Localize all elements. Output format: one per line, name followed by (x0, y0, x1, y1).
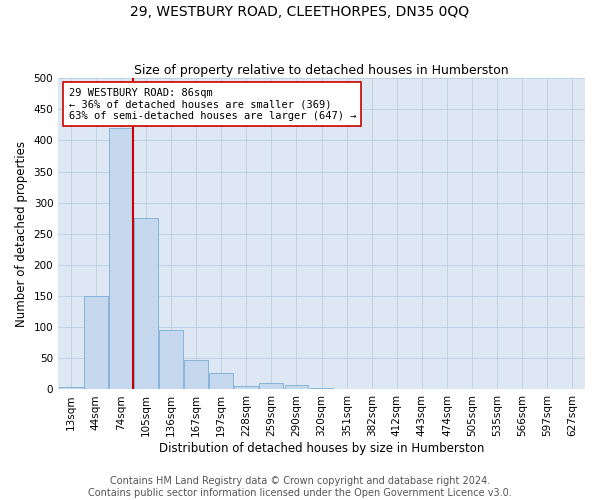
Bar (159, 330, 183, 390)
Bar (235, 386, 258, 390)
Bar (259, 383, 283, 390)
Bar (59, 387, 83, 390)
Bar (84, 296, 108, 390)
X-axis label: Distribution of detached houses by size in Humberston: Distribution of detached houses by size … (159, 442, 484, 455)
Bar (109, 128, 133, 390)
Y-axis label: Number of detached properties: Number of detached properties (15, 141, 28, 327)
Title: Size of property relative to detached houses in Humberston: Size of property relative to detached ho… (134, 64, 509, 77)
Bar (284, 385, 308, 390)
Bar (209, 372, 233, 390)
Bar (310, 388, 334, 390)
Bar (134, 218, 158, 390)
Text: 29, WESTBURY ROAD, CLEETHORPES, DN35 0QQ: 29, WESTBURY ROAD, CLEETHORPES, DN35 0QQ (130, 5, 470, 19)
Text: 29 WESTBURY ROAD: 86sqm
← 36% of detached houses are smaller (369)
63% of semi-d: 29 WESTBURY ROAD: 86sqm ← 36% of detache… (69, 88, 356, 120)
Text: Contains HM Land Registry data © Crown copyright and database right 2024.
Contai: Contains HM Land Registry data © Crown c… (88, 476, 512, 498)
Bar (184, 360, 208, 390)
